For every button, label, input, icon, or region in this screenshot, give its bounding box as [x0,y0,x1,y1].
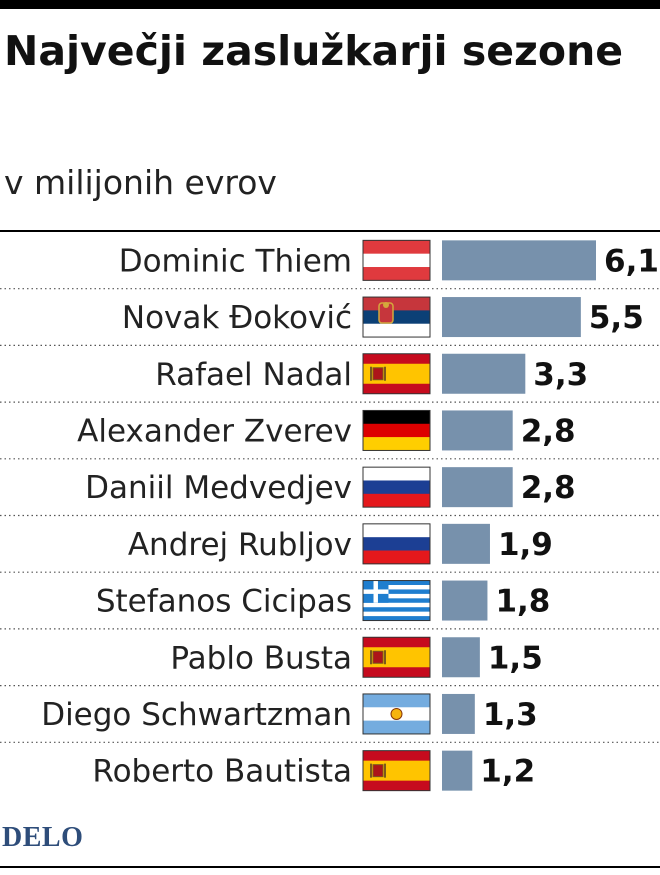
bar [442,750,473,791]
bar-row: Daniil Medvedjev 2,8 [0,466,660,517]
player-name-label: Daniil Medvedjev [85,470,352,506]
serbia-flag [362,296,431,338]
russia-flag [362,523,431,565]
bar-row: Dominic Thiem 6,1 [0,239,660,290]
spain-flag [362,636,431,678]
bar [442,353,526,394]
value-label: 5,5 [589,300,644,336]
bar [442,693,475,734]
header-rule [0,230,660,232]
value-label: 6,1 [604,243,659,279]
greece-flag [362,580,431,622]
bar [442,410,513,451]
bar-row: Novak Đoković 5,5 [0,296,660,347]
player-name-label: Andrej Rubljov [128,527,352,563]
argentina-flag [362,693,431,735]
austria-flag [362,239,431,281]
player-name-label: Dominic Thiem [119,243,352,279]
russia-flag [362,466,431,508]
value-label: 2,8 [521,413,576,449]
player-name-label: Novak Đoković [122,300,352,336]
coat-of-arms [372,764,384,778]
bar-chart: Dominic Thiem 6,1 Novak Đoković 5,5 Rafael N… [0,239,660,792]
player-name-label: Rafael Nadal [155,357,352,393]
spain-flag [362,353,431,395]
chart-subtitle: v milijonih evrov [4,163,277,202]
sun-of-may-icon [390,707,403,720]
bar [442,637,480,678]
chart-title: Največji zaslužkarji sezone [4,27,624,75]
coat-of-arms [372,367,384,381]
player-name-label: Roberto Bautista [92,754,352,790]
top-rule [0,0,660,9]
player-name-label: Pablo Busta [170,640,352,676]
bar-row: Pablo Busta 1,5 [0,636,660,687]
value-label: 1,8 [495,584,550,620]
bar [442,240,596,281]
value-label: 1,5 [488,640,543,676]
coat-of-arms [372,650,384,664]
bar [442,297,581,338]
delo-logo: DELO [2,822,84,853]
bar-row: Diego Schwartzman 1,3 [0,693,660,743]
value-label: 1,3 [483,697,538,733]
value-label: 1,9 [498,527,553,563]
crown-icon [383,302,389,309]
bar [442,523,490,564]
bar-row: Andrej Rubljov 1,9 [0,523,660,573]
bar-row: Rafael Nadal 3,3 [0,353,660,403]
germany-flag [362,409,431,451]
value-label: 1,2 [480,754,535,790]
value-label: 2,8 [521,470,576,506]
player-name-label: Stefanos Cicipas [96,584,352,620]
player-name-label: Alexander Zverev [77,413,352,449]
player-name-label: Diego Schwartzman [41,697,352,733]
bar-row: Stefanos Cicipas 1,8 [0,580,660,630]
value-label: 3,3 [533,357,588,393]
bar-row: Roberto Bautista 1,2 [92,750,535,792]
bottom-rule [0,866,660,868]
bar-row: Alexander Zverev 2,8 [0,409,660,460]
spain-flag [362,750,431,792]
bar [442,580,488,621]
bar [442,467,513,508]
